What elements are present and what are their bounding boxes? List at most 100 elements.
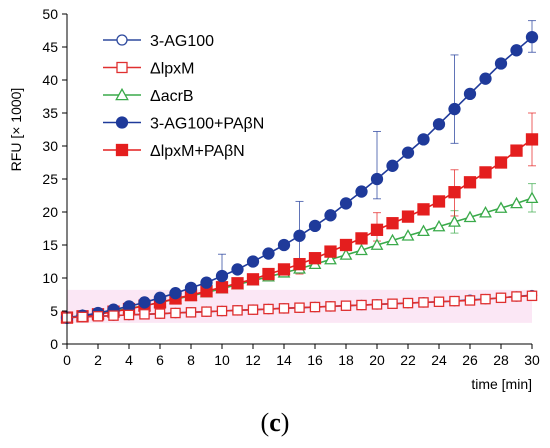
data-point — [494, 156, 508, 169]
data-point — [246, 255, 260, 268]
data-point — [324, 245, 337, 258]
data-point — [479, 166, 492, 179]
data-point — [402, 297, 414, 309]
data-point — [262, 247, 275, 260]
data-point — [417, 224, 430, 237]
data-point — [263, 303, 274, 315]
error-bars — [67, 20, 536, 323]
y-tick-label: 35 — [42, 105, 58, 121]
y-tick-label: 15 — [42, 237, 58, 253]
data-point — [293, 257, 306, 271]
data-point — [510, 44, 523, 57]
data-point — [169, 287, 182, 300]
data-point — [386, 233, 399, 246]
legend-marker — [115, 116, 129, 129]
legend-marker — [116, 61, 128, 74]
data-point — [324, 209, 337, 222]
y-tick-label: 20 — [42, 204, 58, 220]
data-point — [463, 87, 477, 101]
data-point — [77, 311, 88, 323]
y-tick-label: 5 — [50, 303, 58, 319]
legend-label: ΔlpxM — [150, 61, 194, 78]
legend-label: ΔlpxM+PAβN — [150, 143, 245, 160]
data-point — [355, 243, 368, 256]
data-point — [231, 277, 244, 290]
data-point — [525, 30, 539, 44]
y-tick-label: 40 — [42, 72, 58, 88]
x-tick-label: 8 — [187, 352, 195, 368]
error-bar — [373, 130, 381, 200]
x-tick-label: 10 — [214, 352, 230, 368]
data-point — [401, 229, 415, 241]
panel-label: (c) — [0, 408, 550, 438]
data-point — [479, 206, 492, 218]
data-point — [510, 144, 523, 157]
legend-item: ΔlpxM — [103, 61, 194, 78]
x-tick-label: 16 — [307, 352, 323, 368]
x-tick-label: 6 — [156, 352, 164, 368]
data-point — [495, 292, 507, 304]
data-point — [232, 305, 243, 316]
data-point — [123, 309, 135, 321]
legend-marker — [115, 143, 129, 157]
data-point — [417, 203, 430, 216]
data-point — [139, 309, 150, 320]
data-point — [325, 301, 336, 312]
data-point — [277, 238, 291, 252]
data-point — [138, 296, 151, 309]
data-point — [464, 295, 476, 306]
x-tick-label: 18 — [338, 352, 354, 368]
x-tick-label: 26 — [462, 352, 478, 368]
x-tick-label: 0 — [63, 352, 71, 368]
data-point — [216, 305, 228, 317]
data-point — [339, 248, 353, 260]
data-point — [293, 229, 306, 242]
x-tick-label: 14 — [276, 352, 292, 368]
data-point — [308, 252, 322, 265]
legend-marker — [116, 34, 128, 46]
data-point — [339, 238, 353, 252]
data-point — [370, 172, 384, 186]
legend-label: ΔacrB — [150, 88, 194, 105]
data-point — [231, 263, 244, 276]
data-point — [371, 299, 383, 310]
data-point — [184, 281, 198, 295]
series-layer — [60, 30, 539, 324]
data-point — [449, 295, 460, 307]
x-tick-label: 30 — [524, 352, 540, 368]
data-point — [308, 219, 322, 233]
data-point — [262, 267, 275, 281]
x-tick-label: 4 — [125, 352, 133, 368]
data-point — [355, 185, 368, 198]
data-point — [215, 269, 229, 283]
x-tick-label: 20 — [369, 352, 385, 368]
data-point — [463, 210, 477, 223]
data-point — [525, 191, 539, 204]
data-point — [324, 252, 337, 265]
data-point — [278, 303, 290, 314]
data-point — [386, 159, 399, 172]
series-line — [66, 36, 533, 319]
y-tick-label: 25 — [42, 171, 58, 187]
legend-item: ΔacrB — [103, 87, 194, 105]
data-point — [418, 297, 429, 308]
x-tick-label: 12 — [245, 352, 261, 368]
data-point — [185, 307, 197, 318]
data-point — [401, 146, 415, 159]
data-point — [526, 290, 538, 302]
data-point — [294, 302, 305, 313]
legend-marker — [115, 87, 129, 101]
series-3 — [60, 30, 539, 324]
legend-item: 3-AG100+PAβN — [103, 116, 264, 133]
data-point — [525, 133, 539, 146]
data-point — [448, 102, 461, 116]
data-point — [201, 306, 212, 317]
legend-item: ΔlpxM+PAβN — [103, 143, 245, 160]
data-point — [215, 281, 229, 294]
x-tick-label: 24 — [431, 352, 447, 368]
data-point — [479, 72, 492, 85]
data-point — [387, 298, 398, 309]
data-point — [370, 238, 384, 250]
data-point — [448, 186, 461, 199]
data-point — [154, 308, 166, 319]
